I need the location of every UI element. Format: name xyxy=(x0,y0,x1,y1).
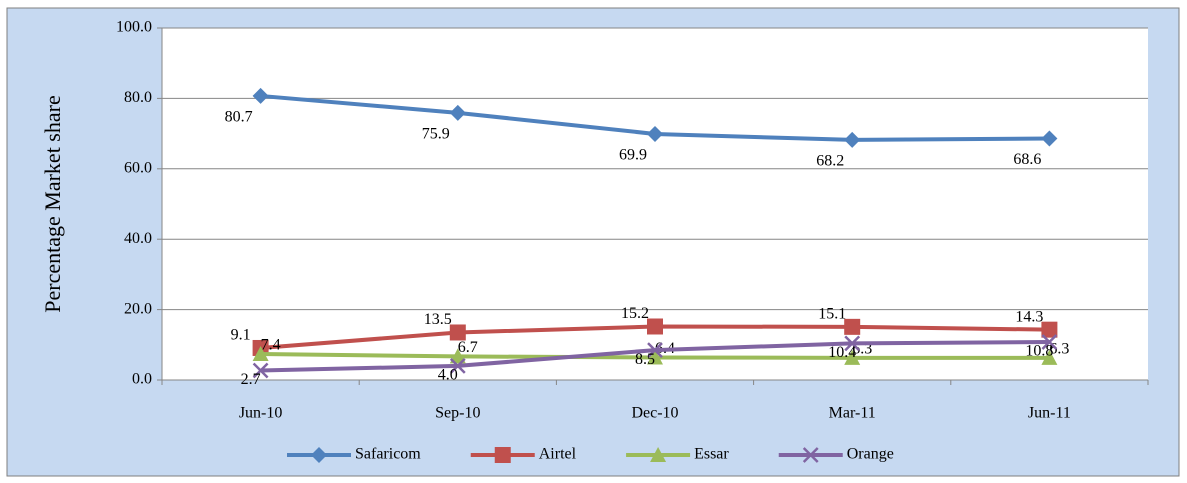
data-point xyxy=(1041,130,1058,147)
y-tick-label: 0.0 xyxy=(132,371,152,388)
data-point xyxy=(1041,334,1058,350)
x-tick-label: Jun-10 xyxy=(239,405,283,422)
data-label: 68.6 xyxy=(1013,151,1041,168)
y-axis-title: Percentage Market share xyxy=(40,95,65,312)
legend-label: Orange xyxy=(847,446,894,463)
data-label: 80.7 xyxy=(225,109,253,126)
data-point xyxy=(449,324,466,341)
legend-marker xyxy=(494,447,511,463)
data-label: 14.3 xyxy=(1015,308,1043,325)
y-tick-label: 20.0 xyxy=(124,300,152,317)
data-label: 6.3 xyxy=(1049,340,1069,357)
data-point xyxy=(647,125,663,142)
data-point xyxy=(449,358,466,374)
data-label: 75.9 xyxy=(422,126,450,143)
y-tick-label: 40.0 xyxy=(124,230,152,247)
legend-marker xyxy=(650,447,667,462)
data-label: 2.7 xyxy=(241,371,261,388)
legend-label: Airtel xyxy=(539,446,577,463)
data-point xyxy=(844,318,861,335)
data-label: 6.7 xyxy=(458,339,478,356)
data-point xyxy=(449,104,466,121)
y-tick-label: 80.0 xyxy=(124,89,152,106)
x-tick-label: Dec-10 xyxy=(631,405,678,422)
data-label: 15.2 xyxy=(621,305,649,322)
data-point xyxy=(844,349,861,365)
data-label: 10.8 xyxy=(1025,343,1053,360)
data-point xyxy=(252,362,269,379)
data-label: 10.4 xyxy=(828,344,856,361)
data-point xyxy=(844,131,861,148)
data-point xyxy=(647,349,663,365)
data-point xyxy=(252,87,269,104)
legend-marker xyxy=(311,447,327,463)
data-label: 69.9 xyxy=(619,147,647,164)
data-label: 15.1 xyxy=(818,306,846,323)
data-label: 4.0 xyxy=(438,367,458,384)
x-tick-label: Sep-10 xyxy=(435,405,480,422)
data-point xyxy=(1041,321,1058,338)
legend-label: Essar xyxy=(694,446,729,463)
data-point xyxy=(252,345,269,361)
data-label: 9.1 xyxy=(231,327,251,344)
legend-label: Safaricom xyxy=(355,446,421,463)
data-label: 7.4 xyxy=(261,337,281,354)
data-label: 13.5 xyxy=(424,311,452,328)
y-tick-label: 60.0 xyxy=(124,159,152,176)
data-point xyxy=(449,348,466,364)
data-point xyxy=(647,318,663,335)
x-tick-label: Mar-11 xyxy=(829,405,876,422)
y-tick-label: 100.0 xyxy=(116,19,152,36)
data-label: 68.2 xyxy=(816,153,844,170)
legend-marker xyxy=(802,447,819,463)
data-point xyxy=(1041,349,1058,365)
data-point xyxy=(844,335,861,352)
x-tick-label: Jun-11 xyxy=(1028,405,1071,422)
data-point xyxy=(647,342,663,358)
data-label: 8.5 xyxy=(635,351,655,368)
